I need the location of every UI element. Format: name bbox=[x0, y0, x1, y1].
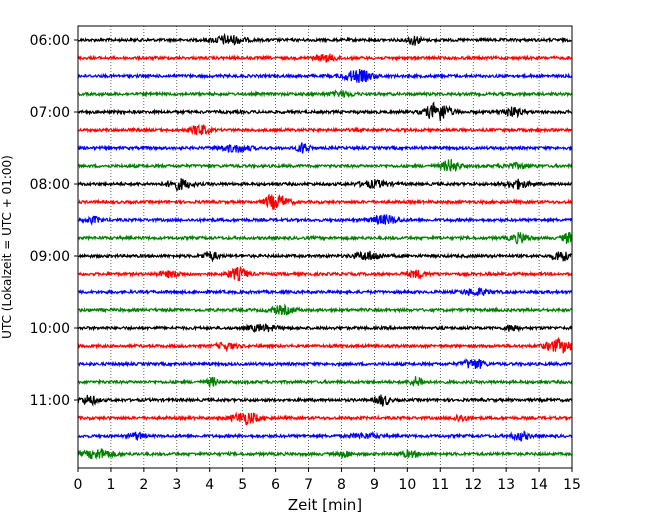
x-tick-label: 12 bbox=[464, 477, 482, 493]
trace-0815 bbox=[77, 193, 573, 210]
y-tick-label: 09:00 bbox=[30, 249, 70, 265]
trace-0715 bbox=[77, 123, 573, 136]
trace-0730 bbox=[77, 142, 573, 154]
y-tick-label: 10:00 bbox=[30, 321, 70, 337]
x-tick-label: 13 bbox=[497, 477, 515, 493]
x-tick-label: 8 bbox=[337, 477, 346, 493]
x-tick-label: 9 bbox=[370, 477, 379, 493]
x-tick-label: 3 bbox=[172, 477, 181, 493]
trace-0915 bbox=[77, 265, 573, 282]
trace-0800 bbox=[77, 178, 573, 191]
x-tick-label: 1 bbox=[106, 477, 115, 493]
x-tick-label: 5 bbox=[238, 477, 247, 493]
plot-frame bbox=[77, 25, 573, 469]
x-tick-label: 11 bbox=[431, 477, 449, 493]
x-axis-title: Zeit [min] bbox=[288, 496, 362, 514]
y-axis-title: UTC (Lokalzeit = UTC + 01:00) bbox=[0, 155, 14, 339]
x-tick-label: 14 bbox=[530, 477, 548, 493]
x-axis: 0 1 2 3 4 5 6 7 8 9 10 11 12 13 14 15 bbox=[74, 468, 581, 493]
x-tick-label: 10 bbox=[398, 477, 416, 493]
seismic-traces bbox=[77, 32, 573, 460]
x-tick-label: 0 bbox=[74, 477, 83, 493]
y-axis: 06:00 07:00 08:00 09:00 10:00 11:00 bbox=[30, 33, 78, 409]
trace-0600 bbox=[77, 32, 572, 46]
trace-0945 bbox=[77, 303, 573, 316]
trace-1145 bbox=[77, 448, 573, 460]
x-tick-label: 7 bbox=[304, 477, 313, 493]
trace-1100 bbox=[77, 394, 573, 407]
x-tick-label: 6 bbox=[271, 477, 280, 493]
y-tick-label: 08:00 bbox=[30, 177, 70, 193]
x-tick-label: 15 bbox=[563, 477, 581, 493]
trace-0630 bbox=[77, 68, 573, 83]
trace-1130 bbox=[77, 430, 573, 442]
y-tick-label: 06:00 bbox=[30, 33, 70, 49]
trace-0830 bbox=[77, 214, 573, 227]
trace-0700 bbox=[77, 101, 573, 122]
trace-1000 bbox=[77, 323, 573, 334]
trace-0745 bbox=[77, 159, 573, 173]
trace-1045 bbox=[77, 376, 573, 389]
y-tick-label: 07:00 bbox=[30, 105, 70, 121]
trace-1030 bbox=[77, 357, 573, 369]
trace-1115 bbox=[77, 411, 573, 426]
trace-0845 bbox=[77, 232, 573, 245]
trace-0930 bbox=[77, 287, 573, 297]
x-tick-label: 2 bbox=[139, 477, 148, 493]
y-tick-label: 11:00 bbox=[30, 393, 70, 409]
trace-0900 bbox=[77, 250, 573, 263]
trace-1015 bbox=[77, 336, 573, 355]
grid-lines bbox=[110, 26, 540, 468]
x-tick-label: 4 bbox=[205, 477, 214, 493]
trace-0645 bbox=[77, 89, 573, 98]
trace-0615 bbox=[77, 53, 573, 63]
